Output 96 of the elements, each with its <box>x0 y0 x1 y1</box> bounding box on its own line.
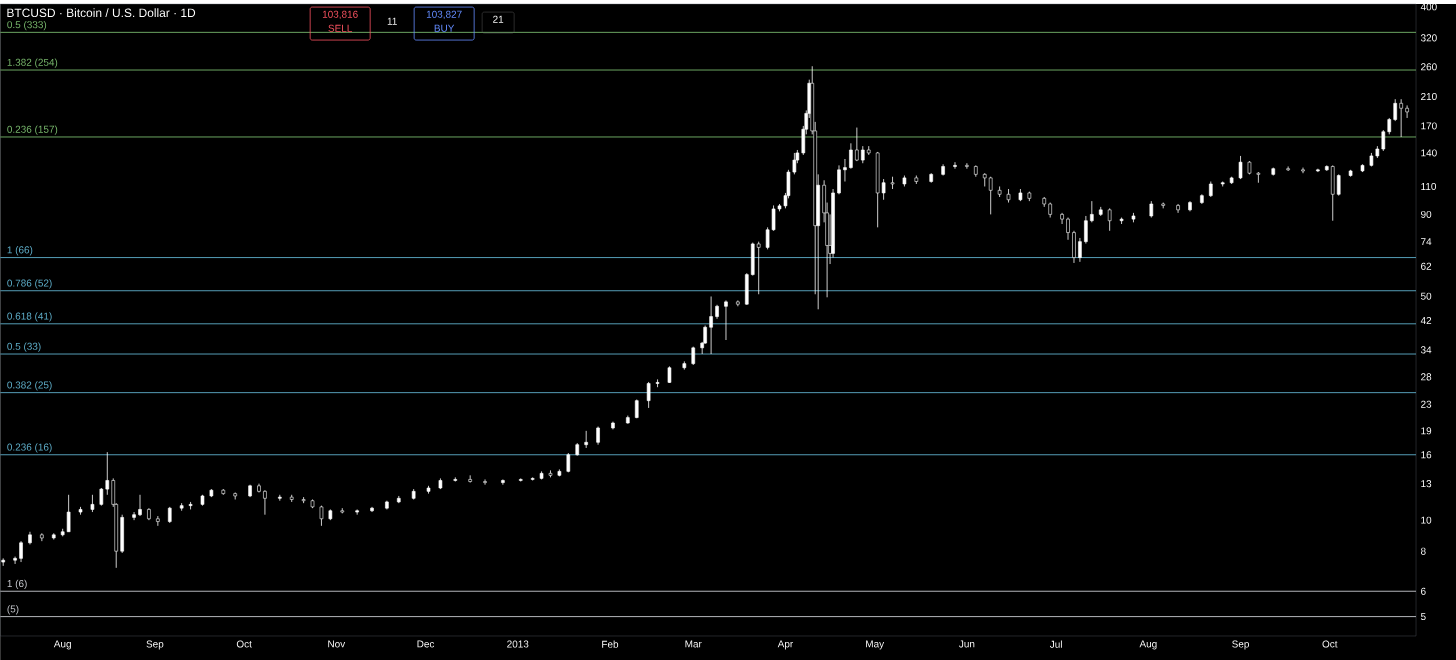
candlestick <box>1084 215 1088 244</box>
y-tick-label: 90 <box>1421 210 1432 218</box>
candlestick <box>1286 166 1290 172</box>
candlestick <box>709 296 713 355</box>
ref-line-label: 1 (66) <box>7 246 33 256</box>
x-tick-label: Jul <box>1049 640 1062 648</box>
ref-line-label: 0.618 (41) <box>7 312 52 322</box>
y-tick-label: 170 <box>1421 122 1437 130</box>
candlestick <box>263 489 267 516</box>
x-tick-label: Feb <box>602 640 619 648</box>
candlestick <box>1393 98 1397 122</box>
x-tick-label: Apr <box>777 640 794 650</box>
y-tick-label: 62 <box>1421 262 1432 270</box>
candlestick <box>483 479 487 486</box>
candlestick <box>1176 203 1180 214</box>
candlestick <box>890 176 895 190</box>
candlestick <box>1107 207 1112 232</box>
candlestick <box>1336 173 1341 197</box>
annotation: 21 <box>493 15 504 23</box>
candlestick <box>1060 212 1064 225</box>
x-tick-label: Jun <box>959 640 975 648</box>
x-tick-label: Oct <box>1322 640 1338 648</box>
x-tick-label: Aug <box>53 640 71 650</box>
y-tick-label: 19 <box>1421 427 1432 435</box>
candlestick <box>646 381 651 409</box>
ref-line-label: (5) <box>7 605 19 615</box>
x-tick-label: Oct <box>236 640 252 648</box>
candlestick <box>843 158 847 182</box>
ref-line-label: 1 (6) <box>7 579 27 590</box>
y-tick-label: 42 <box>1420 316 1432 324</box>
candlestick <box>156 515 160 527</box>
candlestick <box>1090 200 1094 223</box>
candlestick <box>19 540 23 563</box>
candlestick <box>355 509 359 516</box>
x-tick-label: Mar <box>685 640 702 648</box>
annotation: BUY <box>434 24 455 32</box>
y-tick-label: 8 <box>1420 547 1426 555</box>
candlestick <box>855 127 859 162</box>
x-tick-label: Nov <box>328 640 346 648</box>
candlestick <box>518 477 523 482</box>
ref-line-label: 1.382 (254) <box>7 58 58 68</box>
chart-title: BTCUSD · Bitcoin / U.S. Dollar · 1D <box>7 8 196 18</box>
ref-line-label: 0.5 (33) <box>7 342 41 352</box>
x-tick-label: Sep <box>146 640 164 650</box>
y-tick-label: 23 <box>1421 400 1432 408</box>
y-tick-label: 6 <box>1421 587 1426 595</box>
candlestick <box>1301 167 1305 174</box>
ref-line-label: 0.236 (16) <box>7 443 52 453</box>
annotation: 103,816 <box>322 10 358 20</box>
candlestick <box>370 506 374 513</box>
y-tick-label: 5 <box>1420 613 1426 621</box>
y-tick-label: 16 <box>1421 451 1432 459</box>
candlestick <box>1405 105 1409 119</box>
ref-line-label: 0.236 (157) <box>7 125 58 135</box>
ref-line-label: 0.786 (52) <box>7 279 52 289</box>
candlestick <box>837 164 841 195</box>
candlestick <box>756 241 761 295</box>
x-tick-label: Aug <box>1139 640 1157 650</box>
x-tick-label: May <box>866 640 885 650</box>
annotation: 11 <box>387 17 397 25</box>
x-tick-label: Sep <box>1232 640 1249 650</box>
ref-line-label: 0.382 (25) <box>7 381 52 391</box>
candlestick <box>138 494 142 517</box>
x-tick-label: Dec <box>417 640 435 648</box>
candlestick <box>953 161 957 170</box>
candlestick <box>501 479 505 486</box>
candlestick <box>724 300 728 341</box>
ref-line-label: 0.5 (333) <box>7 20 47 31</box>
y-tick-label: 28 <box>1421 373 1432 381</box>
candlestick <box>1078 237 1082 263</box>
candlestick <box>965 162 969 170</box>
y-tick-label: 74 <box>1421 238 1432 246</box>
candlestick <box>13 556 17 565</box>
annotation: 103,827 <box>426 10 462 20</box>
candlestick <box>584 430 588 449</box>
y-tick-label: 50 <box>1420 292 1432 300</box>
y-tick-label: 140 <box>1421 149 1437 157</box>
candlestick <box>655 378 660 388</box>
candlestick <box>40 532 44 542</box>
y-tick-label: 320 <box>1420 34 1437 42</box>
candlestick <box>703 325 707 345</box>
y-tick-label: 110 <box>1421 182 1437 190</box>
candlestick <box>849 142 853 170</box>
x-tick-label: 2013 <box>507 640 529 648</box>
y-tick-label: 260 <box>1421 63 1437 71</box>
y-tick-label: 13 <box>1421 480 1432 488</box>
y-tick-label: 210 <box>1421 92 1437 101</box>
candlestick <box>988 176 993 215</box>
annotation: SELL <box>328 24 353 32</box>
y-tick-label: 10 <box>1421 516 1432 524</box>
candlestick <box>105 451 110 496</box>
candlestick <box>1399 98 1403 138</box>
y-tick-label: 34 <box>1420 346 1432 354</box>
candlestick <box>132 511 136 521</box>
candlestick <box>453 476 458 482</box>
candlestick <box>1256 171 1261 184</box>
